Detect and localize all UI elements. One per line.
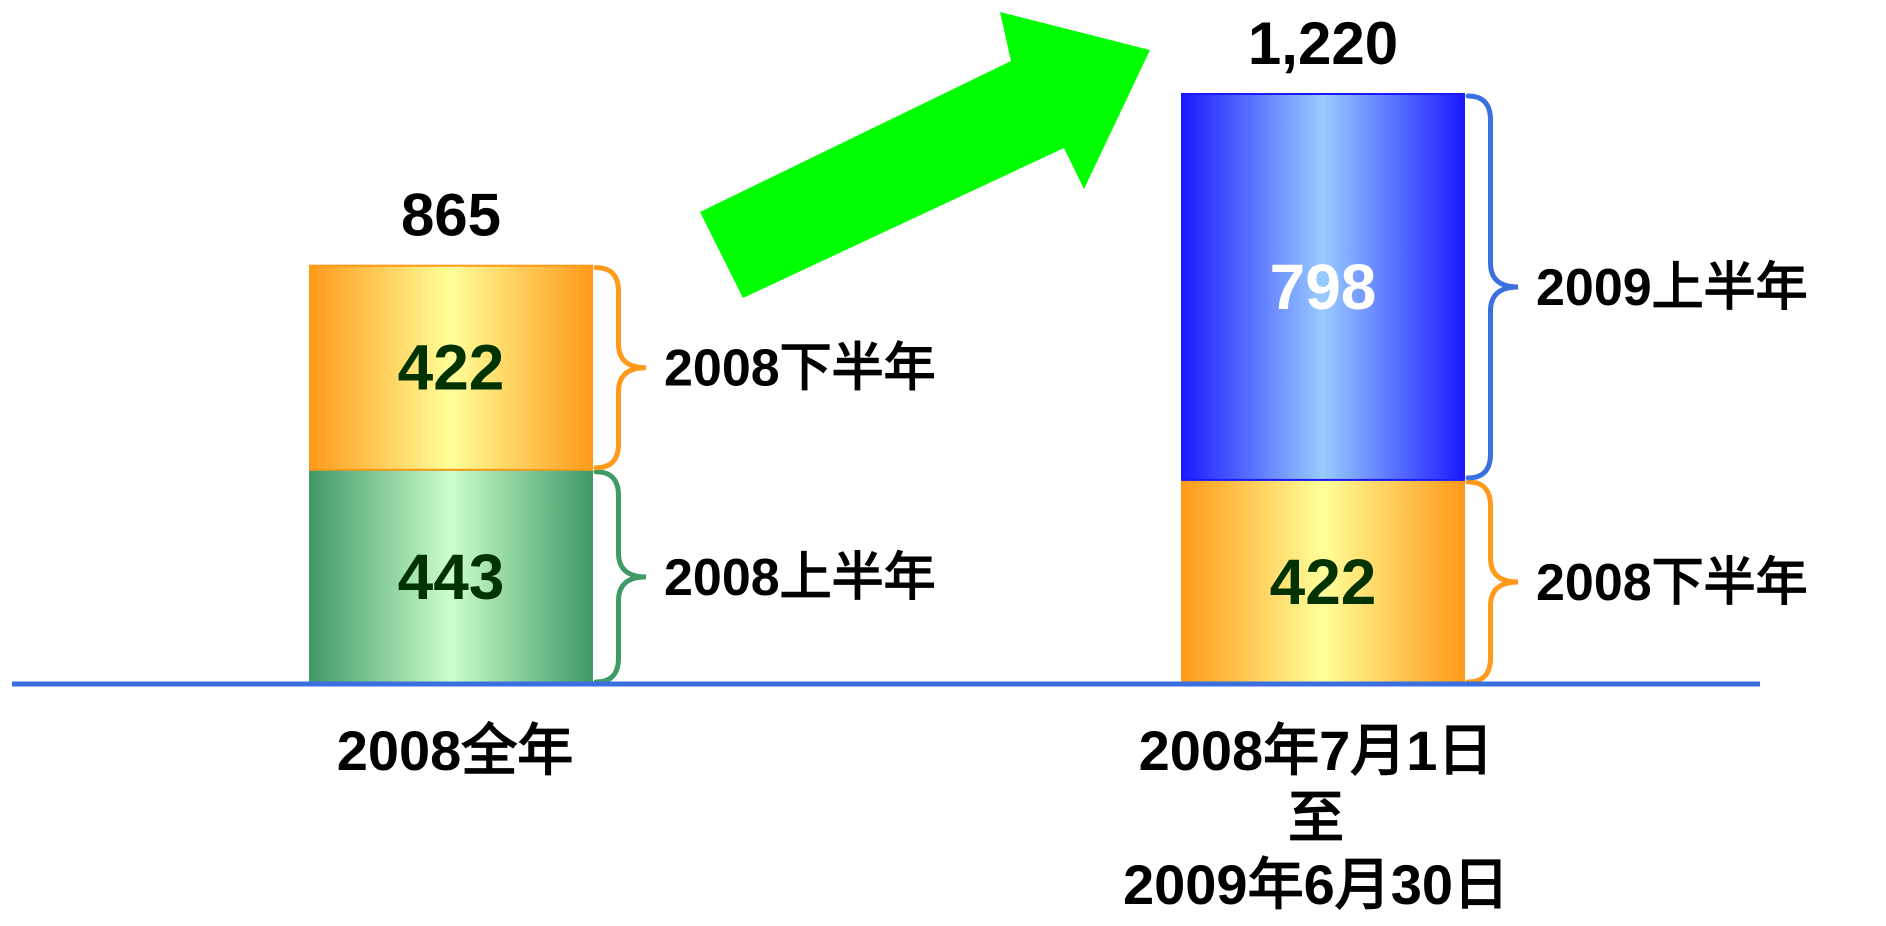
bar-2-segment-1-brace bbox=[1465, 479, 1519, 685]
category-2-label-line-3: 2009年6月30日 bbox=[1123, 853, 1509, 916]
category-1-label-line-1: 2008全年 bbox=[337, 719, 574, 782]
bar-2-total-label: 1,220 bbox=[1248, 10, 1398, 77]
bar-1-segment-1-brace-label: 2008上半年 bbox=[664, 549, 936, 607]
category-2-label-line-2: 至 bbox=[1288, 786, 1344, 849]
bar-2-segment-1-brace-label: 2008下半年 bbox=[1536, 554, 1808, 612]
bar-1-segment-1-brace bbox=[593, 469, 647, 685]
growth-arrow-icon bbox=[700, 12, 1150, 298]
bar-1-segment-2-brace-label: 2008下半年 bbox=[664, 340, 936, 398]
bar-1-segment-2 bbox=[309, 264, 593, 471]
bar-1-segment-1 bbox=[309, 468, 593, 685]
bar-1-segment-2-value-label: 422 bbox=[398, 332, 505, 404]
bar-1-segment-1-value-label: 443 bbox=[398, 541, 505, 613]
bar-2-segment-2-value-label: 798 bbox=[1270, 251, 1377, 323]
bar-2-segment-1-value-label: 422 bbox=[1270, 546, 1377, 618]
bar-2-segment-2-brace-label: 2009上半年 bbox=[1536, 259, 1808, 317]
category-2-label-line-1: 2008年7月1日 bbox=[1139, 719, 1494, 782]
bar-2-segment-2 bbox=[1181, 93, 1465, 481]
bar-1-total-label: 865 bbox=[401, 182, 501, 249]
bar-2-segment-2-brace bbox=[1465, 93, 1519, 481]
bar-1-segment-2-brace bbox=[593, 265, 647, 471]
